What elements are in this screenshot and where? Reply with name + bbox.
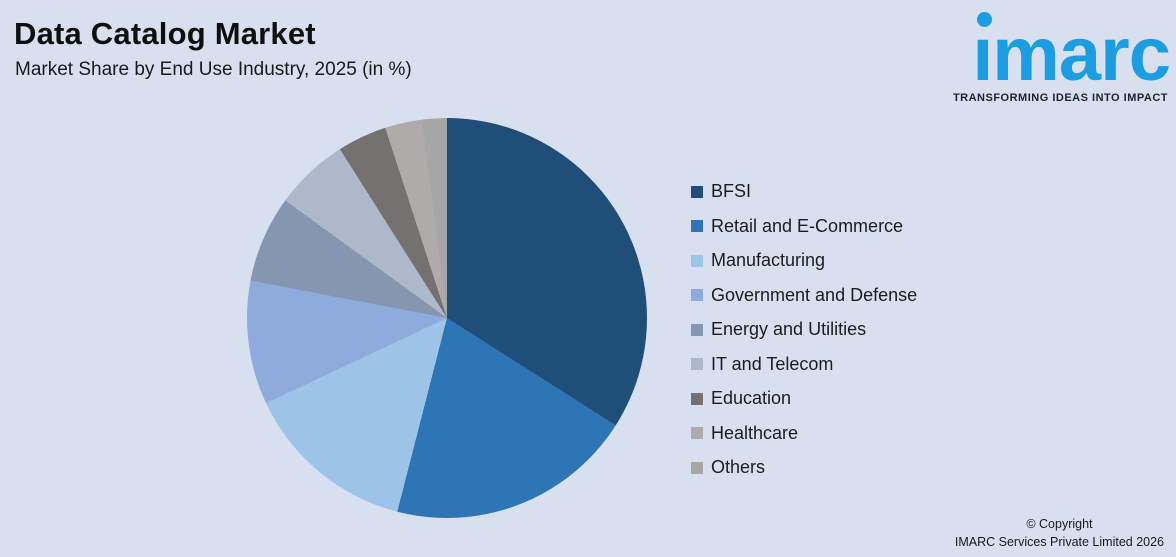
legend-swatch [691, 392, 703, 405]
legend-item: Retail and E-Commerce [691, 215, 917, 238]
legend-swatch [691, 254, 703, 267]
legend-swatch [691, 220, 703, 232]
legend-item: BFSI [691, 180, 917, 203]
copyright-line2: IMARC Services Private Limited 2026 [954, 535, 1164, 550]
legend-swatch [691, 185, 703, 198]
legend-item: Energy and Utilities [691, 318, 917, 341]
legend-item: Manufacturing [691, 249, 917, 272]
chart-legend: BFSI Retail and E-Commerce Manufacturing… [691, 180, 917, 491]
legend-label: Education [711, 388, 792, 408]
page-title: Data Catalog Market [14, 16, 316, 51]
logo-wordmark: ımarc [972, 12, 1171, 97]
pie-chart [247, 118, 647, 518]
legend-swatch [691, 427, 703, 439]
copyright-notice: © Copyright IMARC Services Private Limit… [955, 515, 1164, 553]
legend-item: Education [691, 387, 917, 410]
logo-wordmark-wrap: ımarc [972, 12, 1171, 97]
legend-label: Government and Defense [711, 284, 918, 305]
legend-swatch [691, 323, 703, 336]
page-subtitle: Market Share by End Use Industry, 2025 (… [15, 59, 412, 80]
copyright-line1: © Copyright [1026, 516, 1093, 531]
legend-label: Retail and E-Commerce [711, 215, 904, 236]
legend-item: Government and Defense [691, 284, 917, 307]
legend-label: BFSI [711, 181, 752, 201]
imarc-logo: ımarc TRANSFORMING IDEAS INTO IMPACT [922, 0, 1172, 112]
legend-label: Energy and Utilities [711, 319, 867, 339]
legend-swatch [691, 461, 703, 474]
legend-label: Healthcare [711, 422, 799, 443]
legend-item: Others [691, 456, 917, 479]
legend-item: IT and Telecom [691, 353, 917, 376]
legend-item: Healthcare [691, 422, 917, 445]
legend-swatch [691, 358, 703, 370]
legend-label: Manufacturing [711, 250, 826, 270]
legend-label: IT and Telecom [711, 353, 834, 374]
logo-tagline: TRANSFORMING IDEAS INTO IMPACT [952, 92, 1168, 104]
logo-i-dot-icon [977, 12, 993, 27]
legend-label: Others [711, 457, 766, 477]
legend-swatch [691, 289, 703, 301]
